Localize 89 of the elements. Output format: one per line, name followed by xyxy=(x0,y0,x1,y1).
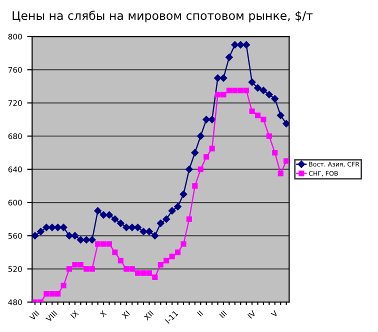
point xyxy=(124,266,130,272)
point xyxy=(226,88,232,94)
point xyxy=(226,54,233,61)
point xyxy=(180,190,188,198)
point xyxy=(146,228,153,236)
point xyxy=(175,250,181,256)
point xyxy=(220,74,228,82)
point xyxy=(174,203,182,210)
point xyxy=(77,236,84,244)
point xyxy=(152,274,158,280)
point xyxy=(266,90,273,98)
point xyxy=(254,112,261,118)
point xyxy=(236,41,244,48)
point xyxy=(84,266,90,272)
point xyxy=(282,120,290,128)
point xyxy=(260,86,268,94)
point xyxy=(232,88,238,94)
point xyxy=(118,258,124,264)
point xyxy=(278,170,284,176)
point xyxy=(111,215,119,223)
point xyxy=(204,154,210,160)
point xyxy=(271,95,279,102)
point xyxy=(244,88,250,94)
point xyxy=(157,220,164,227)
point xyxy=(37,228,44,236)
point xyxy=(122,224,130,232)
point xyxy=(54,224,62,232)
point xyxy=(60,224,68,232)
point xyxy=(242,41,250,48)
point xyxy=(151,232,159,240)
point xyxy=(48,224,56,232)
point xyxy=(191,149,199,156)
point xyxy=(106,211,113,219)
point xyxy=(71,232,79,240)
point xyxy=(100,241,106,247)
point xyxy=(66,266,72,272)
point xyxy=(168,207,176,214)
point xyxy=(117,220,124,227)
point xyxy=(180,241,186,247)
point xyxy=(89,266,95,272)
chart-title: Цены на слябы на мировом спотовом рынке, $/т xyxy=(12,10,313,22)
point xyxy=(106,241,112,247)
point xyxy=(164,258,170,264)
point xyxy=(198,166,204,172)
point xyxy=(128,224,136,232)
point xyxy=(32,232,39,240)
point xyxy=(276,112,284,120)
point xyxy=(162,215,170,223)
point xyxy=(208,116,216,124)
point xyxy=(169,254,175,260)
point xyxy=(129,266,135,272)
point xyxy=(196,132,204,140)
point xyxy=(66,232,73,240)
point xyxy=(55,291,61,297)
point xyxy=(88,236,96,244)
point xyxy=(94,207,102,214)
point xyxy=(44,291,50,297)
point xyxy=(112,250,118,256)
point xyxy=(186,216,192,222)
point xyxy=(249,108,255,114)
point xyxy=(192,183,198,189)
point xyxy=(95,241,101,247)
point xyxy=(220,92,226,98)
point xyxy=(248,78,256,86)
point xyxy=(214,74,222,82)
point xyxy=(135,270,141,276)
point xyxy=(100,211,108,219)
point xyxy=(78,262,84,268)
point xyxy=(272,150,278,156)
point xyxy=(238,88,244,94)
point xyxy=(140,270,146,276)
point xyxy=(202,116,210,124)
point xyxy=(214,92,221,98)
point xyxy=(260,116,266,122)
point xyxy=(266,133,272,139)
point xyxy=(158,262,164,268)
point xyxy=(49,291,55,297)
point xyxy=(186,166,193,173)
point xyxy=(134,224,142,232)
point xyxy=(82,236,90,244)
point xyxy=(72,262,78,268)
point xyxy=(140,228,148,236)
point xyxy=(231,41,239,48)
point xyxy=(284,158,290,164)
point xyxy=(146,270,152,276)
point xyxy=(60,282,66,288)
point xyxy=(42,224,50,232)
point xyxy=(254,84,262,92)
point xyxy=(209,146,215,152)
